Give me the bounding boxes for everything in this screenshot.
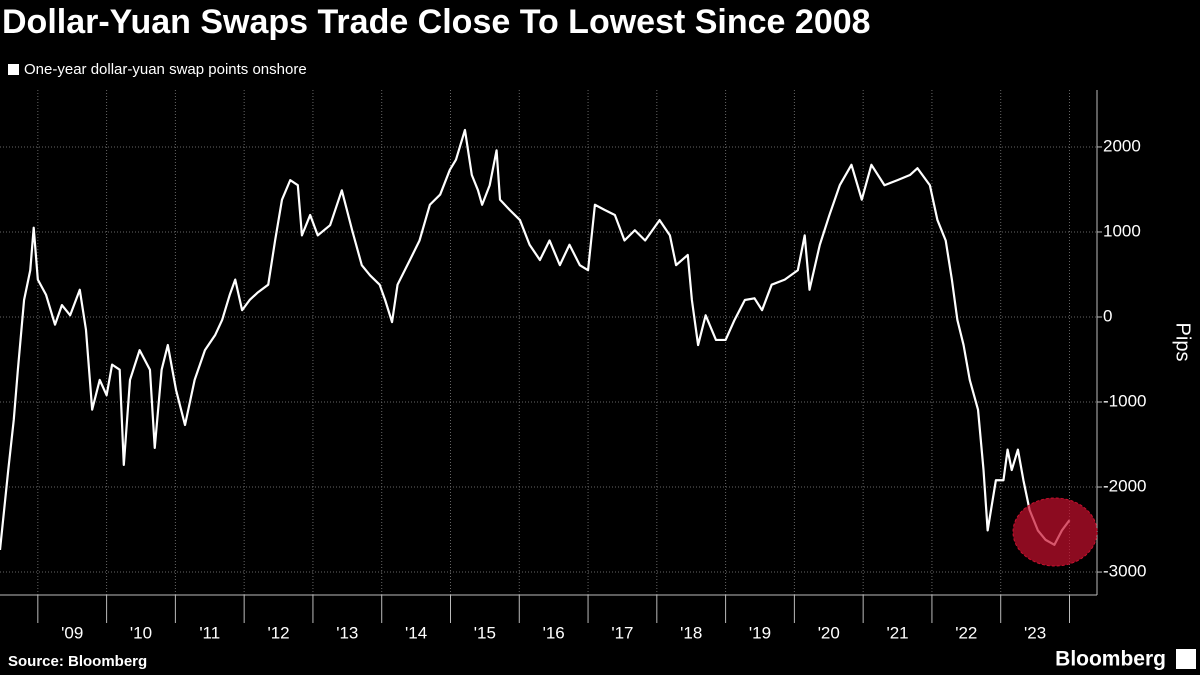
y-tick-label: -2000	[1103, 477, 1146, 496]
x-tick-label: '15	[474, 623, 496, 642]
x-tick-label: '19	[749, 623, 771, 642]
x-tick-label: '14	[405, 623, 427, 642]
x-tick-label: '16	[543, 623, 565, 642]
y-tick-label: 1000	[1103, 221, 1141, 240]
y-tick-label: 2000	[1103, 136, 1141, 155]
x-tick-label: '12	[267, 623, 289, 642]
y-tick-label: 0	[1103, 306, 1112, 325]
highlight-circle	[1012, 497, 1098, 567]
x-tick-label: '10	[130, 623, 152, 642]
x-tick-label: '22	[955, 623, 977, 642]
source: Source: Bloomberg	[8, 653, 147, 670]
line	[0, 128, 1071, 551]
y-axis-title: Pips	[1172, 323, 1194, 362]
x-tick-label: '09	[61, 623, 83, 642]
x-tick-label: '23	[1024, 623, 1046, 642]
y-tick-label: -1000	[1103, 391, 1146, 410]
y-tick-label: -3000	[1103, 562, 1146, 581]
brand: Bloomberg	[1055, 648, 1166, 671]
chart-title: Dollar-Yuan Swaps Trade Close To Lowest …	[2, 3, 871, 41]
x-tick-label: '18	[680, 623, 702, 642]
x-tick-label: '21	[886, 623, 908, 642]
legend-swatch	[8, 64, 19, 75]
brand-icon	[1176, 649, 1196, 669]
x-tick-label: '11	[199, 623, 220, 642]
x-tick-label: '13	[336, 623, 358, 642]
legend-label: One-year dollar-yuan swap points onshore	[24, 61, 307, 78]
x-tick-label: '17	[611, 623, 633, 642]
x-tick-label: '20	[818, 623, 840, 642]
